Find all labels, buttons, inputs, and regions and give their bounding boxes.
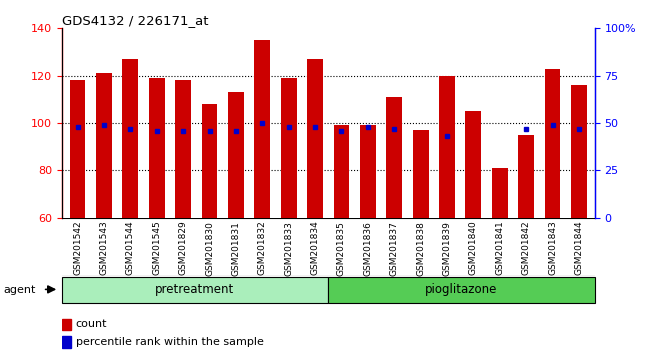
Bar	[62, 336, 72, 348]
Bar	[62, 277, 328, 303]
Text: GSM201833: GSM201833	[284, 221, 293, 275]
Text: GSM201843: GSM201843	[548, 221, 557, 275]
Bar	[518, 135, 534, 218]
Bar	[386, 97, 402, 218]
Bar	[571, 85, 587, 218]
Text: GSM201838: GSM201838	[416, 221, 425, 275]
Text: GSM201829: GSM201829	[179, 221, 188, 275]
Text: GSM201842: GSM201842	[522, 221, 530, 275]
Bar	[202, 104, 218, 218]
Bar	[96, 73, 112, 218]
Bar	[228, 92, 244, 218]
Text: GSM201840: GSM201840	[469, 221, 478, 275]
Bar	[465, 111, 481, 218]
Text: percentile rank within the sample: percentile rank within the sample	[75, 337, 263, 347]
Text: GSM201831: GSM201831	[231, 221, 240, 275]
Bar	[70, 80, 86, 218]
Text: count: count	[75, 319, 107, 329]
Bar	[360, 125, 376, 218]
Bar	[62, 319, 72, 330]
Text: GSM201543: GSM201543	[99, 221, 109, 275]
Text: GSM201841: GSM201841	[495, 221, 504, 275]
Bar	[176, 80, 191, 218]
Text: pretreatment: pretreatment	[155, 284, 235, 296]
Text: GSM201545: GSM201545	[152, 221, 161, 275]
Text: pioglitazone: pioglitazone	[425, 284, 498, 296]
Text: GSM201844: GSM201844	[575, 221, 584, 275]
Bar	[328, 277, 595, 303]
Bar	[413, 130, 428, 218]
Text: GSM201835: GSM201835	[337, 221, 346, 275]
Text: GSM201839: GSM201839	[443, 221, 452, 275]
Text: GSM201544: GSM201544	[126, 221, 135, 275]
Text: GSM201542: GSM201542	[73, 221, 82, 275]
Bar	[122, 59, 138, 218]
Bar	[333, 125, 349, 218]
Text: GSM201830: GSM201830	[205, 221, 214, 275]
Text: GSM201837: GSM201837	[390, 221, 398, 275]
Bar	[492, 168, 508, 218]
Bar	[254, 40, 270, 218]
Text: agent: agent	[3, 285, 36, 295]
Text: GDS4132 / 226171_at: GDS4132 / 226171_at	[62, 14, 208, 27]
Bar	[439, 76, 455, 218]
Text: GSM201832: GSM201832	[258, 221, 266, 275]
Bar	[307, 59, 323, 218]
Bar	[149, 78, 164, 218]
Bar	[281, 78, 296, 218]
Text: GSM201834: GSM201834	[311, 221, 320, 275]
Bar	[545, 69, 560, 218]
Text: GSM201836: GSM201836	[363, 221, 372, 275]
